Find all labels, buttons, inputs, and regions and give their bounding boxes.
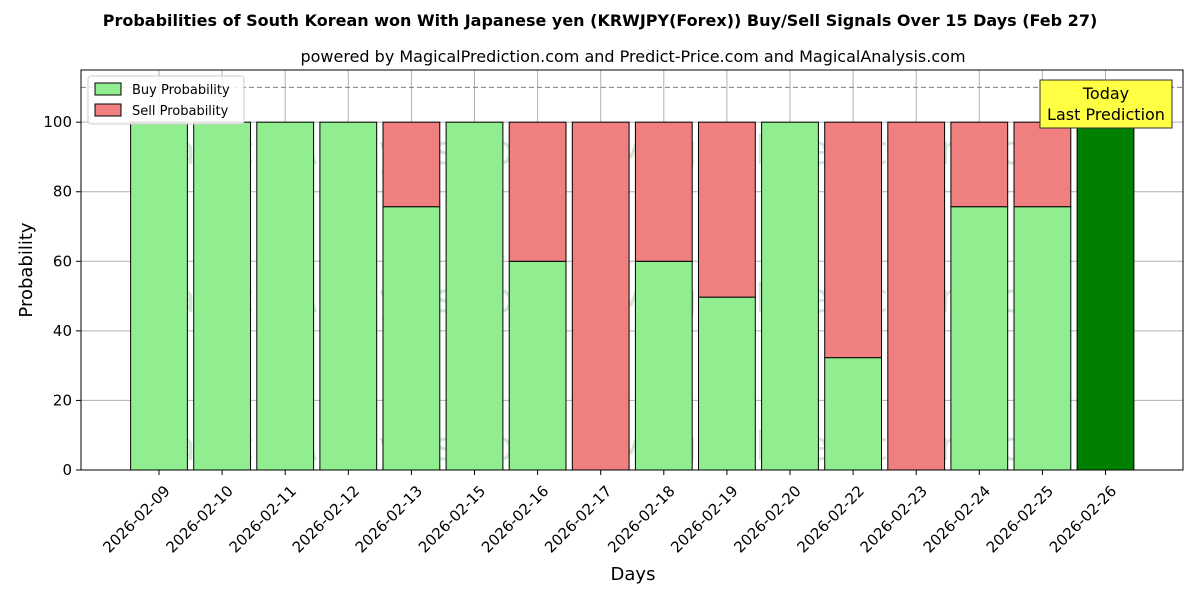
bar-sell — [1013, 121, 1072, 208]
plot-frame — [80, 69, 1184, 471]
x-tick-label: 2026-02-18 — [604, 482, 678, 556]
y-tick-label: 40 — [53, 322, 72, 340]
legend-buy-label: Buy Probability — [132, 83, 230, 98]
x-tick-label: 2026-02-20 — [730, 482, 804, 556]
bar-sell — [950, 121, 1009, 208]
bar-sell — [571, 121, 630, 471]
y-tick-label: 60 — [53, 252, 72, 270]
bar-sell — [887, 121, 946, 471]
today-annotation: Today Last Prediction — [1039, 79, 1173, 129]
y-axis-ticks: 0 20 40 60 80 100 — [43, 113, 81, 479]
x-tick-label: 2026-02-16 — [478, 482, 552, 556]
x-tick-label: 2026-02-17 — [541, 482, 615, 556]
bar-sell — [698, 121, 756, 298]
bar-sell — [382, 121, 441, 208]
today-annotation-box — [1039, 79, 1173, 129]
bar-sell — [634, 121, 693, 262]
bar-sell — [824, 121, 882, 359]
chart-title: Probabilities of South Korean won With J… — [103, 11, 1098, 30]
y-tick-label: 20 — [53, 391, 72, 409]
x-tick-label: 2026-02-24 — [920, 482, 994, 556]
x-tick-label: 2026-02-13 — [352, 482, 426, 556]
bar-buy — [130, 121, 188, 471]
bar-buy — [950, 206, 1009, 471]
bar-layer — [130, 121, 1135, 471]
today-annotation-line1: Today — [1082, 84, 1129, 103]
y-tick-label: 80 — [53, 183, 72, 201]
bar-buy — [319, 121, 378, 471]
x-tick-label: 2026-02-19 — [667, 482, 741, 556]
legend: Buy Probability Sell Probability — [87, 75, 245, 125]
bar-buy — [256, 121, 315, 471]
legend-buy-swatch — [94, 82, 122, 96]
bar-sell — [508, 121, 567, 262]
bar-buy — [382, 206, 441, 471]
x-tick-label: 2026-02-09 — [99, 482, 173, 556]
bar-buy — [698, 296, 756, 471]
bar-buy — [508, 260, 567, 471]
x-tick-label: 2026-02-25 — [983, 482, 1057, 556]
bar-buy-today — [1076, 121, 1135, 471]
legend-sell-label: Sell Probability — [132, 104, 229, 119]
bar-buy — [761, 121, 819, 471]
x-tick-label: 2026-02-26 — [1046, 482, 1120, 556]
legend-sell-swatch — [94, 103, 122, 117]
chart-subtitle: powered by MagicalPrediction.com and Pre… — [300, 47, 965, 66]
y-axis-label: Probability — [16, 222, 37, 317]
y-tick-label: 100 — [43, 113, 72, 131]
x-tick-label: 2026-02-23 — [857, 482, 931, 556]
bar-buy — [193, 121, 251, 471]
y-tick-label: 0 — [62, 461, 72, 479]
x-axis-ticks: 2026-02-092026-02-102026-02-112026-02-12… — [99, 470, 1120, 556]
bar-buy — [1013, 206, 1072, 471]
legend-box — [87, 75, 245, 125]
x-tick-label: 2026-02-15 — [415, 482, 489, 556]
bar-buy — [634, 260, 693, 471]
x-tick-label: 2026-02-10 — [162, 482, 236, 556]
bar-buy — [824, 357, 882, 471]
bar-buy — [445, 121, 504, 471]
today-annotation-line2: Last Prediction — [1047, 105, 1165, 124]
x-tick-label: 2026-02-12 — [289, 482, 363, 556]
x-tick-label: 2026-02-22 — [793, 482, 867, 556]
x-tick-label: 2026-02-11 — [226, 482, 300, 556]
x-axis-label: Days — [611, 564, 656, 585]
